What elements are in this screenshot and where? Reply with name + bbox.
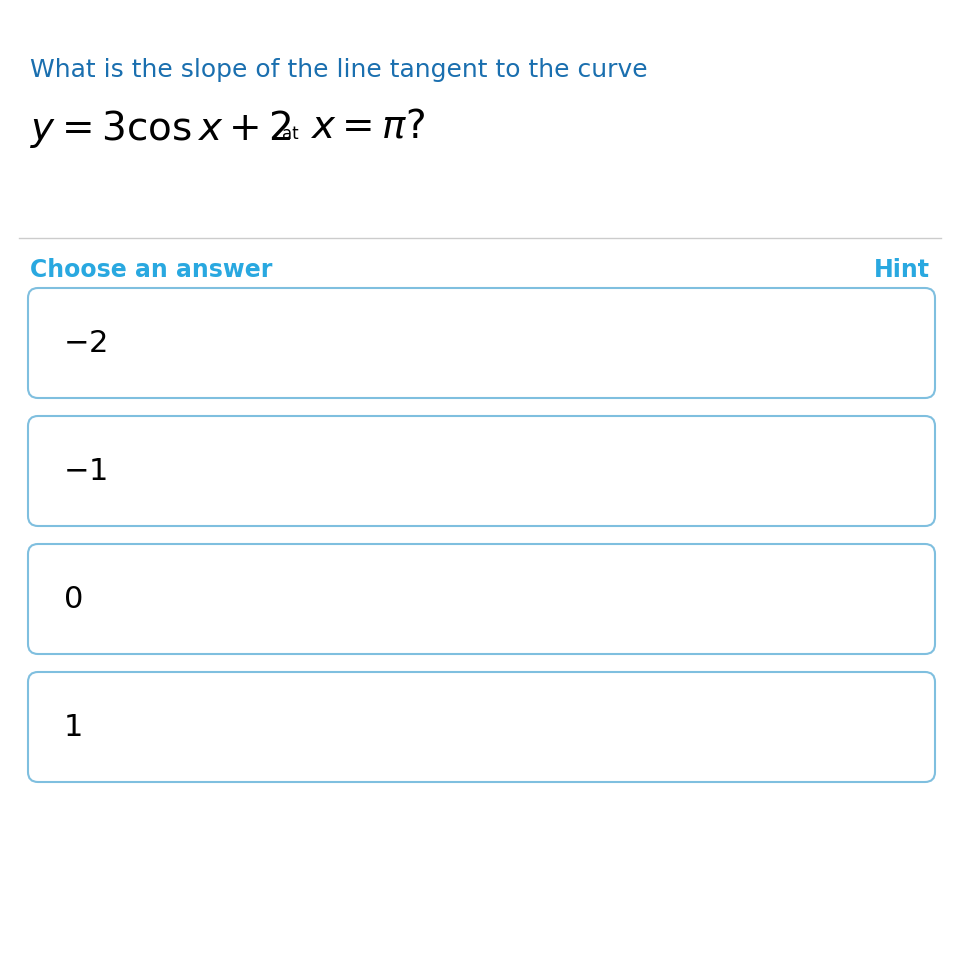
FancyBboxPatch shape <box>28 416 935 526</box>
Text: $-1$: $-1$ <box>63 457 108 486</box>
Text: $y = 3\cos x + 2$: $y = 3\cos x + 2$ <box>30 108 292 150</box>
Text: $1$: $1$ <box>63 712 82 741</box>
FancyBboxPatch shape <box>28 672 935 782</box>
Text: $0$: $0$ <box>63 585 83 614</box>
Text: Hint: Hint <box>874 258 930 282</box>
Text: $x = \pi$?: $x = \pi$? <box>310 108 425 146</box>
FancyBboxPatch shape <box>28 544 935 654</box>
Text: $-2$: $-2$ <box>63 328 107 357</box>
Text: at: at <box>282 125 299 143</box>
Text: Choose an answer: Choose an answer <box>30 258 273 282</box>
FancyBboxPatch shape <box>28 288 935 398</box>
Text: What is the slope of the line tangent to the curve: What is the slope of the line tangent to… <box>30 58 648 82</box>
